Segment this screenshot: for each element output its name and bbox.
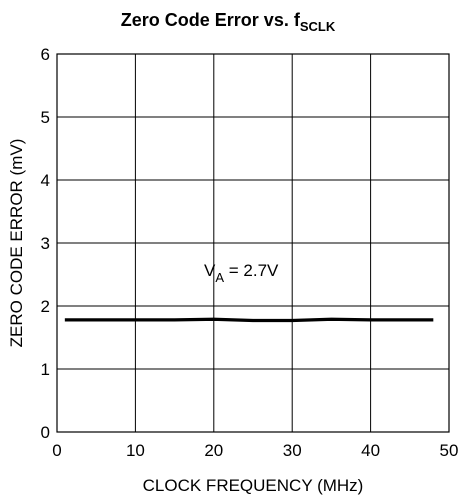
y-tick-label: 1 bbox=[41, 360, 50, 379]
tick-labels: 0 10 20 30 40 50 0 1 2 3 4 5 6 bbox=[41, 45, 459, 460]
chart-title-main: Zero Code Error vs. f bbox=[121, 10, 301, 30]
y-tick-label: 3 bbox=[41, 234, 50, 253]
series-layer bbox=[64, 317, 434, 323]
y-tick-label: 4 bbox=[41, 171, 50, 190]
plot-frame bbox=[56, 53, 450, 433]
x-tick-label: 10 bbox=[126, 441, 145, 460]
x-tick-label: 40 bbox=[361, 441, 380, 460]
x-tick-label: 30 bbox=[283, 441, 302, 460]
y-tick-label: 2 bbox=[41, 297, 50, 316]
x-tick-label: 50 bbox=[440, 441, 459, 460]
y-tick-label: 6 bbox=[41, 45, 50, 64]
y-axis-label: ZERO CODE ERROR (mV) bbox=[7, 139, 26, 348]
x-axis-label: CLOCK FREQUENCY (MHz) bbox=[143, 476, 364, 495]
annotation-va: VA = 2.7V bbox=[204, 261, 279, 285]
grid-lines bbox=[57, 54, 449, 432]
annotation-subscript: A bbox=[215, 270, 224, 285]
chart-title: Zero Code Error vs. fSCLK bbox=[121, 10, 336, 34]
series-line bbox=[64, 317, 434, 323]
plot-border bbox=[56, 53, 450, 433]
chart-title-subscript: SCLK bbox=[300, 19, 336, 34]
annotation-suffix: = 2.7V bbox=[224, 261, 279, 280]
x-tick-label: 20 bbox=[204, 441, 223, 460]
y-tick-label: 5 bbox=[41, 108, 50, 127]
x-tick-label: 0 bbox=[52, 441, 61, 460]
y-tick-label: 0 bbox=[41, 423, 50, 442]
annotation-main: V bbox=[204, 261, 216, 280]
